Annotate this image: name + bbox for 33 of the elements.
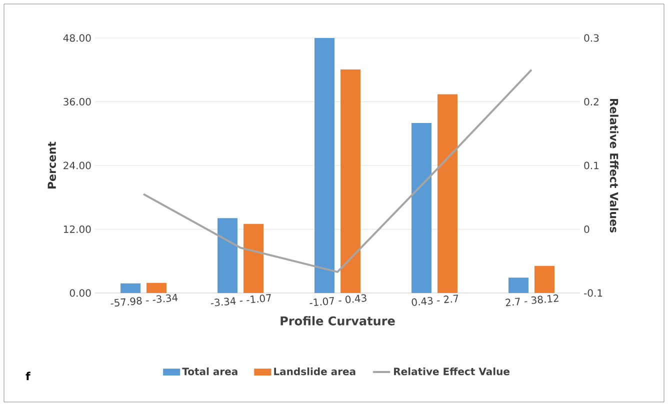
y-tick-label: 36.00 <box>64 98 91 106</box>
y2-tick-label: 0.3 <box>584 34 599 42</box>
bar <box>340 69 360 293</box>
bar <box>438 94 458 293</box>
text: f <box>26 372 30 380</box>
y-tick-label: 12.00 <box>64 225 91 234</box>
bar <box>146 282 167 293</box>
y-axis-title: Percent <box>48 142 56 188</box>
bar <box>508 278 528 293</box>
bar <box>120 283 141 293</box>
bar <box>244 224 264 293</box>
line-series <box>142 68 532 273</box>
y-tick-label: 24.00 <box>64 162 91 170</box>
bar <box>534 266 554 293</box>
y-tick-label: 0.00 <box>70 289 91 297</box>
legend-label: Relative Effect Value <box>394 367 510 376</box>
x-axis-title: Profile Curvature <box>280 316 395 326</box>
x-tick-label: -57.98 - -3.34 <box>110 294 178 306</box>
y2-tick-label: 0.1 <box>584 162 599 170</box>
bar <box>314 38 334 293</box>
y2-tick-label: 0 <box>584 225 590 234</box>
y2-tick-label: 0.2 <box>584 98 598 106</box>
y2-axis-title: Relative Effect Values <box>610 98 618 232</box>
x-tick-label: -3.34 - -1.07 <box>210 294 271 306</box>
legend-label: Landslide area <box>274 367 356 376</box>
y-tick-label: 48.00 <box>63 34 91 42</box>
x-tick-label: -1.07 - 0.43 <box>310 294 366 306</box>
bar <box>412 122 432 293</box>
y2-tick-label: -0.1 <box>584 289 602 297</box>
x-tick-label: 0.43 - 2.7 <box>412 294 458 306</box>
legend-label: Total area <box>182 367 238 376</box>
x-tick-label: 2.7 - 38.12 <box>505 294 559 306</box>
bar <box>218 218 238 293</box>
